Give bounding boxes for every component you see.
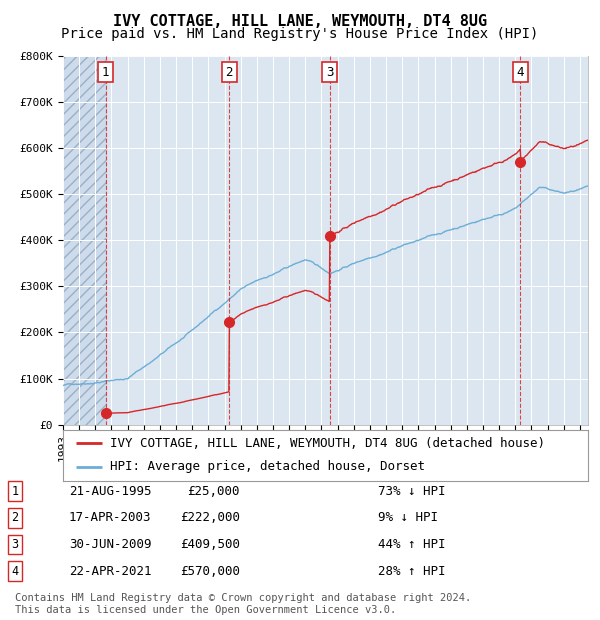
Bar bbox=[63, 56, 106, 425]
Text: IVY COTTAGE, HILL LANE, WEYMOUTH, DT4 8UG (detached house): IVY COTTAGE, HILL LANE, WEYMOUTH, DT4 8U… bbox=[110, 437, 545, 450]
Text: 9% ↓ HPI: 9% ↓ HPI bbox=[378, 512, 438, 524]
Text: Price paid vs. HM Land Registry's House Price Index (HPI): Price paid vs. HM Land Registry's House … bbox=[61, 27, 539, 41]
Text: £570,000: £570,000 bbox=[180, 565, 240, 577]
Text: 4: 4 bbox=[11, 565, 19, 577]
Text: 22-APR-2021: 22-APR-2021 bbox=[69, 565, 151, 577]
Text: 3: 3 bbox=[326, 66, 333, 79]
Text: 1: 1 bbox=[102, 66, 109, 79]
Text: 1: 1 bbox=[11, 485, 19, 497]
Text: 21-AUG-1995: 21-AUG-1995 bbox=[69, 485, 151, 497]
Text: £25,000: £25,000 bbox=[187, 485, 240, 497]
Text: HPI: Average price, detached house, Dorset: HPI: Average price, detached house, Dors… bbox=[110, 460, 425, 473]
Text: 17-APR-2003: 17-APR-2003 bbox=[69, 512, 151, 524]
Text: 4: 4 bbox=[517, 66, 524, 79]
Text: 2: 2 bbox=[11, 512, 19, 524]
Text: £222,000: £222,000 bbox=[180, 512, 240, 524]
Text: 28% ↑ HPI: 28% ↑ HPI bbox=[378, 565, 445, 577]
Text: 2: 2 bbox=[226, 66, 233, 79]
Text: 30-JUN-2009: 30-JUN-2009 bbox=[69, 538, 151, 551]
Text: 44% ↑ HPI: 44% ↑ HPI bbox=[378, 538, 445, 551]
Text: Contains HM Land Registry data © Crown copyright and database right 2024.
This d: Contains HM Land Registry data © Crown c… bbox=[15, 593, 471, 615]
Text: 3: 3 bbox=[11, 538, 19, 551]
Text: £409,500: £409,500 bbox=[180, 538, 240, 551]
Text: 73% ↓ HPI: 73% ↓ HPI bbox=[378, 485, 445, 497]
Bar bbox=[63, 56, 106, 425]
Text: IVY COTTAGE, HILL LANE, WEYMOUTH, DT4 8UG: IVY COTTAGE, HILL LANE, WEYMOUTH, DT4 8U… bbox=[113, 14, 487, 29]
